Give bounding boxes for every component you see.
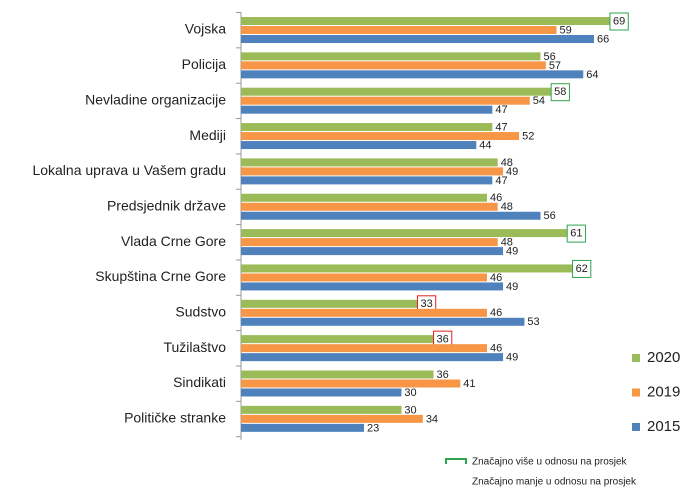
bar (241, 344, 487, 353)
significance-box (572, 259, 592, 278)
bar (241, 229, 568, 238)
bar (241, 167, 504, 176)
bar (241, 423, 364, 432)
value-label: 57 (549, 60, 561, 72)
category-label: Predsjednik države (107, 197, 226, 213)
value-label: 48 (501, 237, 513, 249)
bar (241, 123, 493, 132)
value-label: 36 (437, 369, 449, 381)
value-label: 49 (506, 246, 518, 258)
value-label: 46 (490, 343, 502, 355)
value-label: 61 (570, 228, 582, 240)
value-label: 46 (490, 272, 502, 284)
value-label: 30 (404, 404, 416, 416)
value-label: 47 (495, 104, 507, 116)
category-label: Političke stranke (124, 410, 226, 426)
value-label: 69 (613, 15, 625, 27)
value-label: 47 (495, 175, 507, 187)
value-label: 34 (426, 413, 438, 425)
note-symbol (445, 458, 467, 464)
bar (241, 273, 487, 282)
bar (241, 264, 573, 273)
value-label: 54 (533, 95, 545, 107)
bar (241, 379, 461, 388)
bar (241, 317, 525, 326)
value-label: 48 (501, 201, 513, 213)
value-label: 58 (554, 86, 566, 98)
bar (241, 282, 504, 291)
category-label: Lokalna uprava u Vašem gradu (32, 162, 226, 178)
note-label: Značajno više u odnosu na prosjek (472, 457, 628, 468)
bar (241, 105, 493, 114)
value-label: 56 (543, 210, 555, 222)
bar (241, 247, 504, 256)
legend-swatch (632, 354, 640, 362)
value-label: 46 (490, 307, 502, 319)
bar (241, 26, 557, 34)
legend-label: 2015 (647, 418, 680, 435)
legend-swatch (632, 423, 640, 431)
value-label: 62 (576, 263, 588, 275)
value-label: 48 (501, 157, 513, 169)
note-label: Značajno manje u odnosu na prosjek (472, 477, 637, 488)
legend-label: 2020 (647, 349, 680, 366)
bar (241, 70, 584, 79)
legend-label: 2019 (647, 383, 680, 400)
value-label: 52 (522, 130, 534, 142)
category-label: Policija (182, 56, 227, 72)
value-label: 49 (506, 352, 518, 364)
bar (241, 193, 487, 202)
value-label: 56 (543, 51, 555, 63)
bar (241, 52, 541, 61)
bar (241, 335, 434, 344)
bar (241, 308, 487, 317)
legend-swatch (632, 388, 640, 397)
value-label: 47 (495, 121, 507, 133)
bar (241, 141, 477, 150)
value-label: 33 (420, 298, 432, 310)
bar (241, 96, 530, 105)
category-label: Vojska (185, 21, 226, 37)
category-label: Tužilaštvo (163, 339, 226, 355)
bar (241, 176, 493, 185)
bar (241, 35, 594, 43)
value-label: 44 (479, 139, 491, 151)
bar (241, 414, 423, 423)
value-label: 49 (506, 281, 518, 293)
bar (241, 299, 418, 308)
category-label: Vlada Crne Gore (121, 233, 226, 249)
category-label: Skupština Crne Gore (95, 268, 226, 284)
value-label: 46 (490, 192, 502, 204)
significance-box (550, 83, 570, 102)
category-label: Nevladine organizacije (85, 91, 226, 107)
category-label: Mediji (189, 127, 226, 143)
value-label: 66 (597, 33, 609, 45)
bar (241, 353, 504, 362)
significance-box (609, 12, 629, 31)
bar (241, 202, 498, 211)
significance-box (566, 224, 586, 243)
value-label: 30 (404, 387, 416, 399)
value-label: 36 (437, 334, 449, 346)
bar (241, 158, 498, 167)
value-label: 53 (527, 316, 539, 328)
bar (241, 61, 546, 70)
bar (241, 388, 402, 397)
value-label: 64 (586, 69, 598, 81)
category-label: Sindikati (173, 374, 226, 390)
value-label: 59 (560, 24, 572, 36)
value-label: 41 (463, 378, 475, 390)
bar (241, 405, 402, 414)
bar (241, 238, 498, 247)
value-label: 49 (506, 166, 518, 178)
bar (241, 132, 520, 141)
category-label: Sudstvo (175, 304, 226, 320)
bar (241, 211, 541, 220)
value-label: 23 (367, 422, 379, 434)
bar (241, 370, 434, 379)
bar (241, 87, 552, 96)
bar (241, 17, 610, 25)
